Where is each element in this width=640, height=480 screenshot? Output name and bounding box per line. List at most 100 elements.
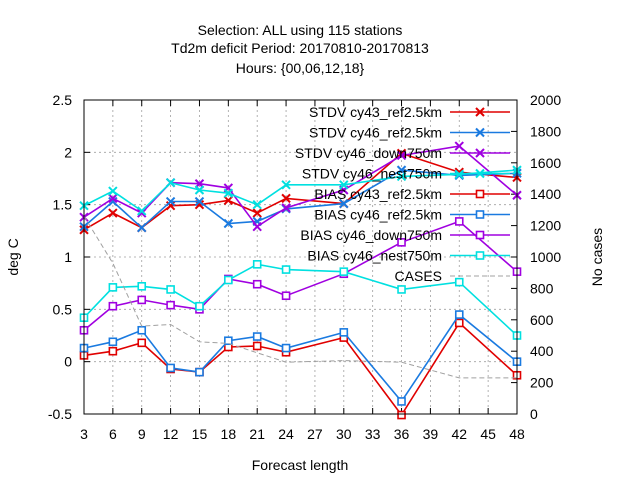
y2-tick-label: 800 — [530, 280, 554, 296]
data-point-b — [252, 221, 262, 232]
x-tick-label: 48 — [509, 426, 525, 442]
legend-marker — [475, 251, 485, 260]
data-point — [108, 346, 118, 356]
legend-marker-b — [475, 148, 485, 158]
data-point-b — [281, 203, 291, 213]
legend-marker — [475, 189, 485, 199]
x-tick-label: 12 — [163, 426, 179, 442]
series-line — [83, 220, 518, 331]
series-line — [83, 145, 518, 228]
data-point-b — [223, 218, 234, 229]
y-tick-label: 0.5 — [53, 301, 73, 317]
y2-axis-ticks: 0 200 400 600 800 1000 1200 1400 1600 1800 2000 — [511, 92, 561, 422]
plot-frame — [83, 99, 518, 415]
y2-axis-label: No cases — [589, 228, 605, 286]
legend-label: BIAS cy43_ref2.5km — [314, 186, 442, 202]
x-tick-label: 21 — [249, 426, 265, 442]
y-axis-ticks: -0.5 0 0.5 1 1.5 2 2.5 — [48, 92, 90, 422]
data-point-b — [108, 208, 118, 218]
data-point — [108, 301, 118, 311]
data-point — [252, 260, 262, 269]
y2-tick-label: 1400 — [530, 186, 561, 202]
data-point-b — [108, 186, 118, 196]
x-tick-label: 18 — [221, 426, 237, 442]
legend-label: BIAS cy46_down750m — [300, 227, 442, 243]
data-point — [281, 291, 291, 301]
data-point — [454, 277, 464, 287]
data-point-b — [454, 169, 464, 180]
y-tick-label: 2.5 — [53, 92, 73, 108]
data-point-b — [252, 199, 262, 210]
data-point — [166, 285, 175, 294]
data-point — [252, 279, 262, 289]
legend-label: STDV cy46_nest750m — [302, 166, 442, 182]
data-point — [137, 282, 147, 291]
data-point — [397, 238, 406, 247]
y2-tick-label: 1800 — [530, 123, 561, 139]
y2-tick-label: 600 — [530, 312, 554, 328]
data-point-b — [454, 141, 464, 151]
y2-tick-label: 400 — [530, 343, 554, 359]
x-tick-label: 24 — [278, 426, 294, 442]
data-point-b — [137, 208, 147, 218]
data-point — [166, 363, 175, 373]
data-point — [224, 336, 233, 346]
legend: STDV cy43_ref2.5km STDV cy46_ref2.5km STDV… — [295, 104, 510, 284]
data-point-b — [223, 188, 234, 198]
data-point-b — [194, 196, 205, 207]
x-tick-label: 42 — [451, 426, 467, 442]
data-point-b — [396, 171, 407, 182]
data-point-b — [223, 195, 234, 206]
data-point-b — [137, 222, 147, 233]
legend-label: STDV cy43_ref2.5km — [309, 104, 442, 120]
data-point — [108, 337, 118, 347]
data-point — [195, 367, 204, 377]
data-point-b — [165, 177, 176, 188]
y2-tick-label: 200 — [530, 375, 554, 391]
data-point — [454, 318, 464, 328]
series-5 — [79, 310, 522, 406]
data-point-b — [339, 198, 349, 209]
y-tick-label: 1 — [64, 249, 72, 265]
x-tick-label: 45 — [480, 426, 496, 442]
series-group — [79, 141, 522, 420]
y2-tick-label: 0 — [530, 406, 538, 422]
series-line — [83, 169, 518, 212]
data-point-b — [281, 193, 291, 204]
data-point — [339, 267, 349, 276]
data-point — [281, 265, 291, 274]
series-line — [83, 169, 518, 229]
data-point-b — [339, 180, 349, 190]
series-0 — [79, 148, 522, 235]
data-point — [195, 301, 204, 311]
series-line — [83, 321, 518, 417]
series-line — [83, 215, 517, 379]
y-tick-label: 1.5 — [53, 197, 73, 213]
legend-marker — [475, 210, 485, 219]
y-tick-label: 2 — [64, 144, 72, 160]
data-point-b — [137, 206, 147, 216]
legend-label: BIAS cy46_nest750m — [307, 248, 442, 264]
series-8 — [83, 215, 517, 379]
data-point — [252, 332, 262, 341]
data-point — [108, 283, 118, 292]
data-point — [166, 300, 175, 310]
legend-marker — [475, 230, 485, 240]
data-point — [397, 285, 406, 294]
x-tick-label: 30 — [336, 426, 352, 442]
y2-tick-label: 2000 — [530, 92, 561, 108]
x-tick-label: 39 — [423, 426, 439, 442]
legend-label: STDV cy46_ref2.5km — [309, 125, 442, 141]
x-tick-label: 15 — [192, 426, 208, 442]
legend-marker-b — [475, 127, 485, 138]
y2-tick-label: 1600 — [530, 155, 561, 171]
data-point-b — [108, 193, 118, 204]
data-point — [137, 338, 147, 348]
data-point-b — [194, 199, 205, 210]
x-tick-label: 27 — [307, 426, 323, 442]
series-line — [83, 152, 518, 231]
data-point — [339, 328, 349, 337]
x-tick-label: 6 — [109, 426, 117, 442]
legend-label: CASES — [395, 268, 442, 284]
y2-tick-label: 1000 — [530, 249, 561, 265]
